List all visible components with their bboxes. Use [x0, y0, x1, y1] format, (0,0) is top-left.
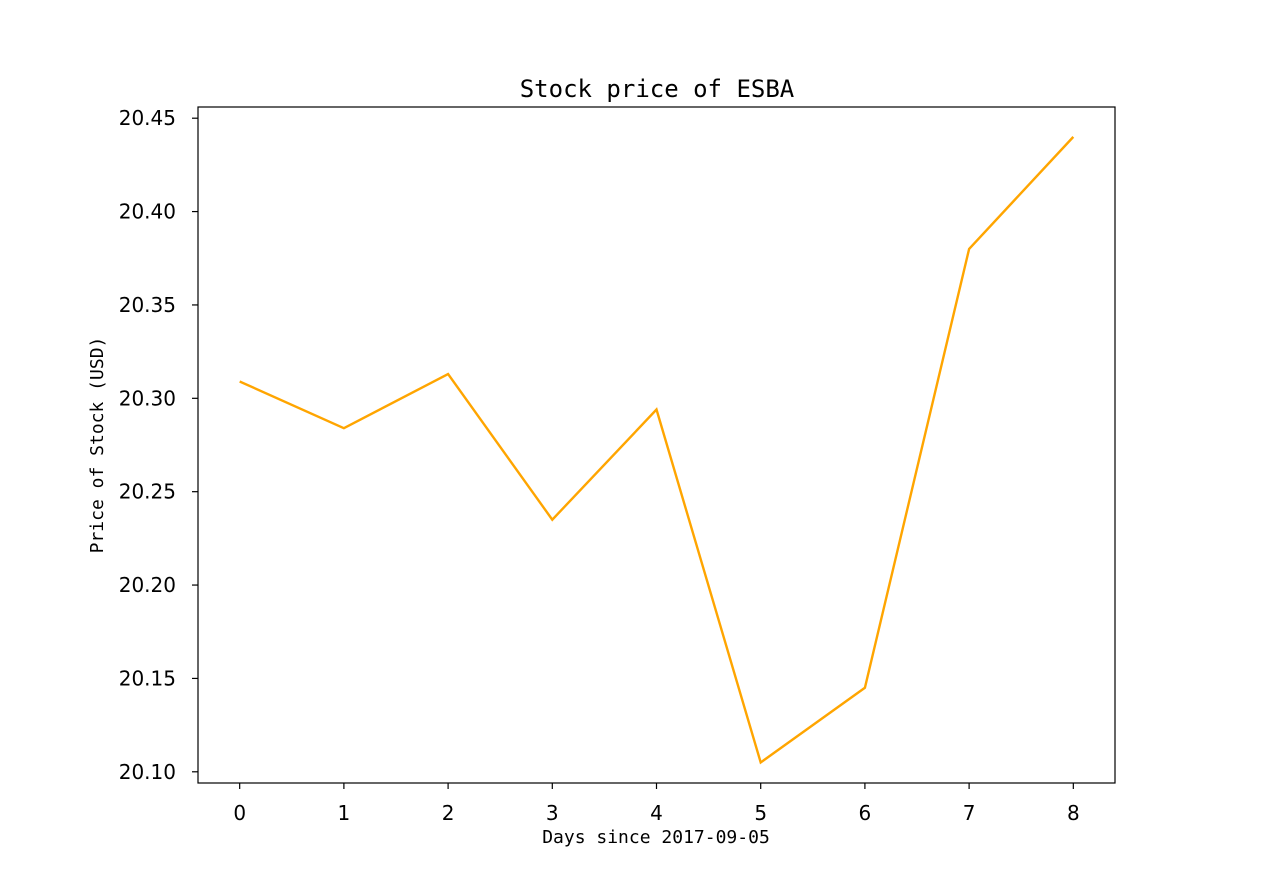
chart-title: Stock price of ESBA [520, 75, 795, 103]
y-tick-label: 20.40 [119, 200, 176, 224]
y-axis: 20.10 20.15 20.20 20.25 20.30 20.35 20.40 20.45 [119, 106, 198, 784]
x-axis: 0 1 2 3 4 5 6 7 8 [233, 783, 1080, 825]
x-tick-label: 7 [963, 801, 976, 825]
y-tick-label: 20.35 [119, 293, 176, 317]
x-tick-label: 4 [650, 801, 663, 825]
series-line [239, 136, 1075, 765]
x-tick-label: 5 [754, 801, 767, 825]
plot-area-frame [197, 106, 1116, 784]
y-tick-label: 20.20 [119, 573, 176, 597]
x-tick-label: 8 [1067, 801, 1080, 825]
y-tick-label: 20.45 [119, 106, 176, 130]
x-tick-label: 3 [546, 801, 559, 825]
x-axis-label: Days since 2017-09-05 [542, 827, 770, 848]
y-tick-label: 20.15 [119, 666, 176, 690]
x-tick-label: 1 [338, 801, 351, 825]
x-tick-label: 0 [233, 801, 246, 825]
x-tick-label: 2 [442, 801, 455, 825]
y-tick-label: 20.10 [119, 760, 176, 784]
y-tick-label: 20.30 [119, 386, 176, 410]
y-axis-label: Price of Stock (USD) [87, 337, 108, 554]
x-tick-label: 6 [859, 801, 872, 825]
y-tick-label: 20.25 [119, 480, 176, 504]
series-group [239, 136, 1075, 765]
